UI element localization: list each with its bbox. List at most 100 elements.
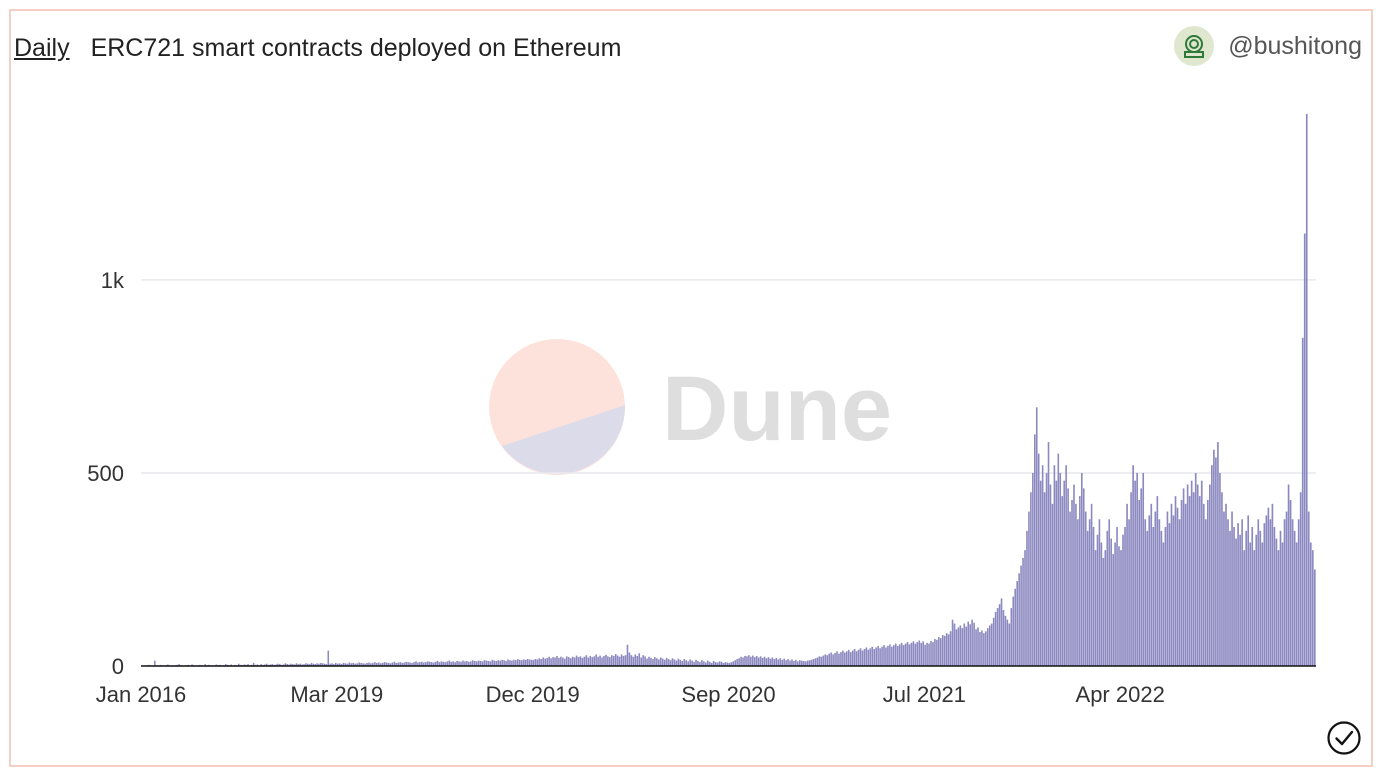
bar [456,660,458,666]
bar [1241,519,1243,666]
bar [920,642,923,666]
bar [423,662,425,666]
author-badge[interactable]: @bushitong [1174,26,1362,66]
bar [1126,503,1128,666]
y-tick-label: 0 [112,654,124,679]
bar [477,660,480,666]
bar [358,662,360,666]
bar [893,645,895,666]
bar [499,660,501,666]
author-name[interactable]: @bushitong [1228,31,1362,60]
bar [321,663,324,666]
bar [947,634,950,666]
bar [1084,511,1087,666]
bar [550,658,552,666]
bar [377,662,380,666]
bar [237,663,240,666]
bar [1136,472,1138,666]
bar [1035,407,1038,666]
bar [967,621,970,666]
bar [1243,550,1245,666]
bar [744,655,746,666]
bar [299,663,302,666]
bar [730,662,733,666]
bar [765,658,768,666]
bar [1079,496,1081,666]
bar [515,660,517,666]
bar [1261,542,1264,666]
bar [1128,519,1130,666]
bar [759,656,762,666]
bar [1269,519,1272,666]
bar [558,657,560,666]
bar [612,655,615,666]
bar [507,659,509,666]
bar [284,663,287,666]
bar [992,617,995,666]
bar [372,662,374,666]
bar [260,664,262,666]
bar [224,664,227,666]
bar [1221,492,1223,666]
bar [483,660,486,666]
bar [564,658,566,666]
bar [936,639,938,666]
bar [883,645,885,666]
bar [640,657,642,666]
bar [953,623,956,666]
bar [755,655,758,666]
bar [996,608,999,666]
bar [714,662,717,666]
bar [659,657,662,666]
bar [536,659,539,666]
watermark-text: Dune [662,358,892,460]
bar [949,631,952,666]
bar [773,659,776,666]
bar [167,664,169,666]
bar [603,655,605,666]
bar [724,662,727,666]
bar [426,661,429,666]
check-circle-icon[interactable] [1326,720,1362,756]
bar [387,662,390,666]
bar [1134,480,1136,666]
bar [230,664,233,666]
y-tick-label: 500 [87,461,124,486]
bar [430,662,433,666]
daily-tab[interactable]: Daily [14,33,70,62]
bar [844,652,846,666]
bar [795,659,797,666]
bar [497,660,500,666]
bar [1034,434,1036,666]
bar [1267,507,1270,666]
x-axis-ticks: Jan 2016 Mar 2019 Dec 2019 Sep 2020 Jul 2021… [96,682,1165,707]
bar [973,622,975,666]
bar [154,660,156,666]
bar [565,656,568,666]
bar [1204,519,1207,666]
bar [1289,499,1292,666]
bar [753,657,756,666]
bar [736,659,738,666]
bar [1045,472,1048,666]
bar [922,641,924,666]
bar [943,635,946,666]
bar [464,661,466,666]
bar [1299,492,1302,666]
bar [342,662,345,666]
bar [779,658,782,666]
bar [538,658,541,666]
bar [1279,530,1282,666]
bar [1037,453,1040,666]
bar [360,662,362,666]
bar [509,660,511,666]
bar [579,656,582,666]
bar [471,660,474,666]
bar [306,663,309,666]
bar [540,659,543,666]
bar [340,664,343,666]
bar [331,663,333,666]
bar [505,660,507,666]
bar [851,650,854,666]
bar [712,660,715,666]
